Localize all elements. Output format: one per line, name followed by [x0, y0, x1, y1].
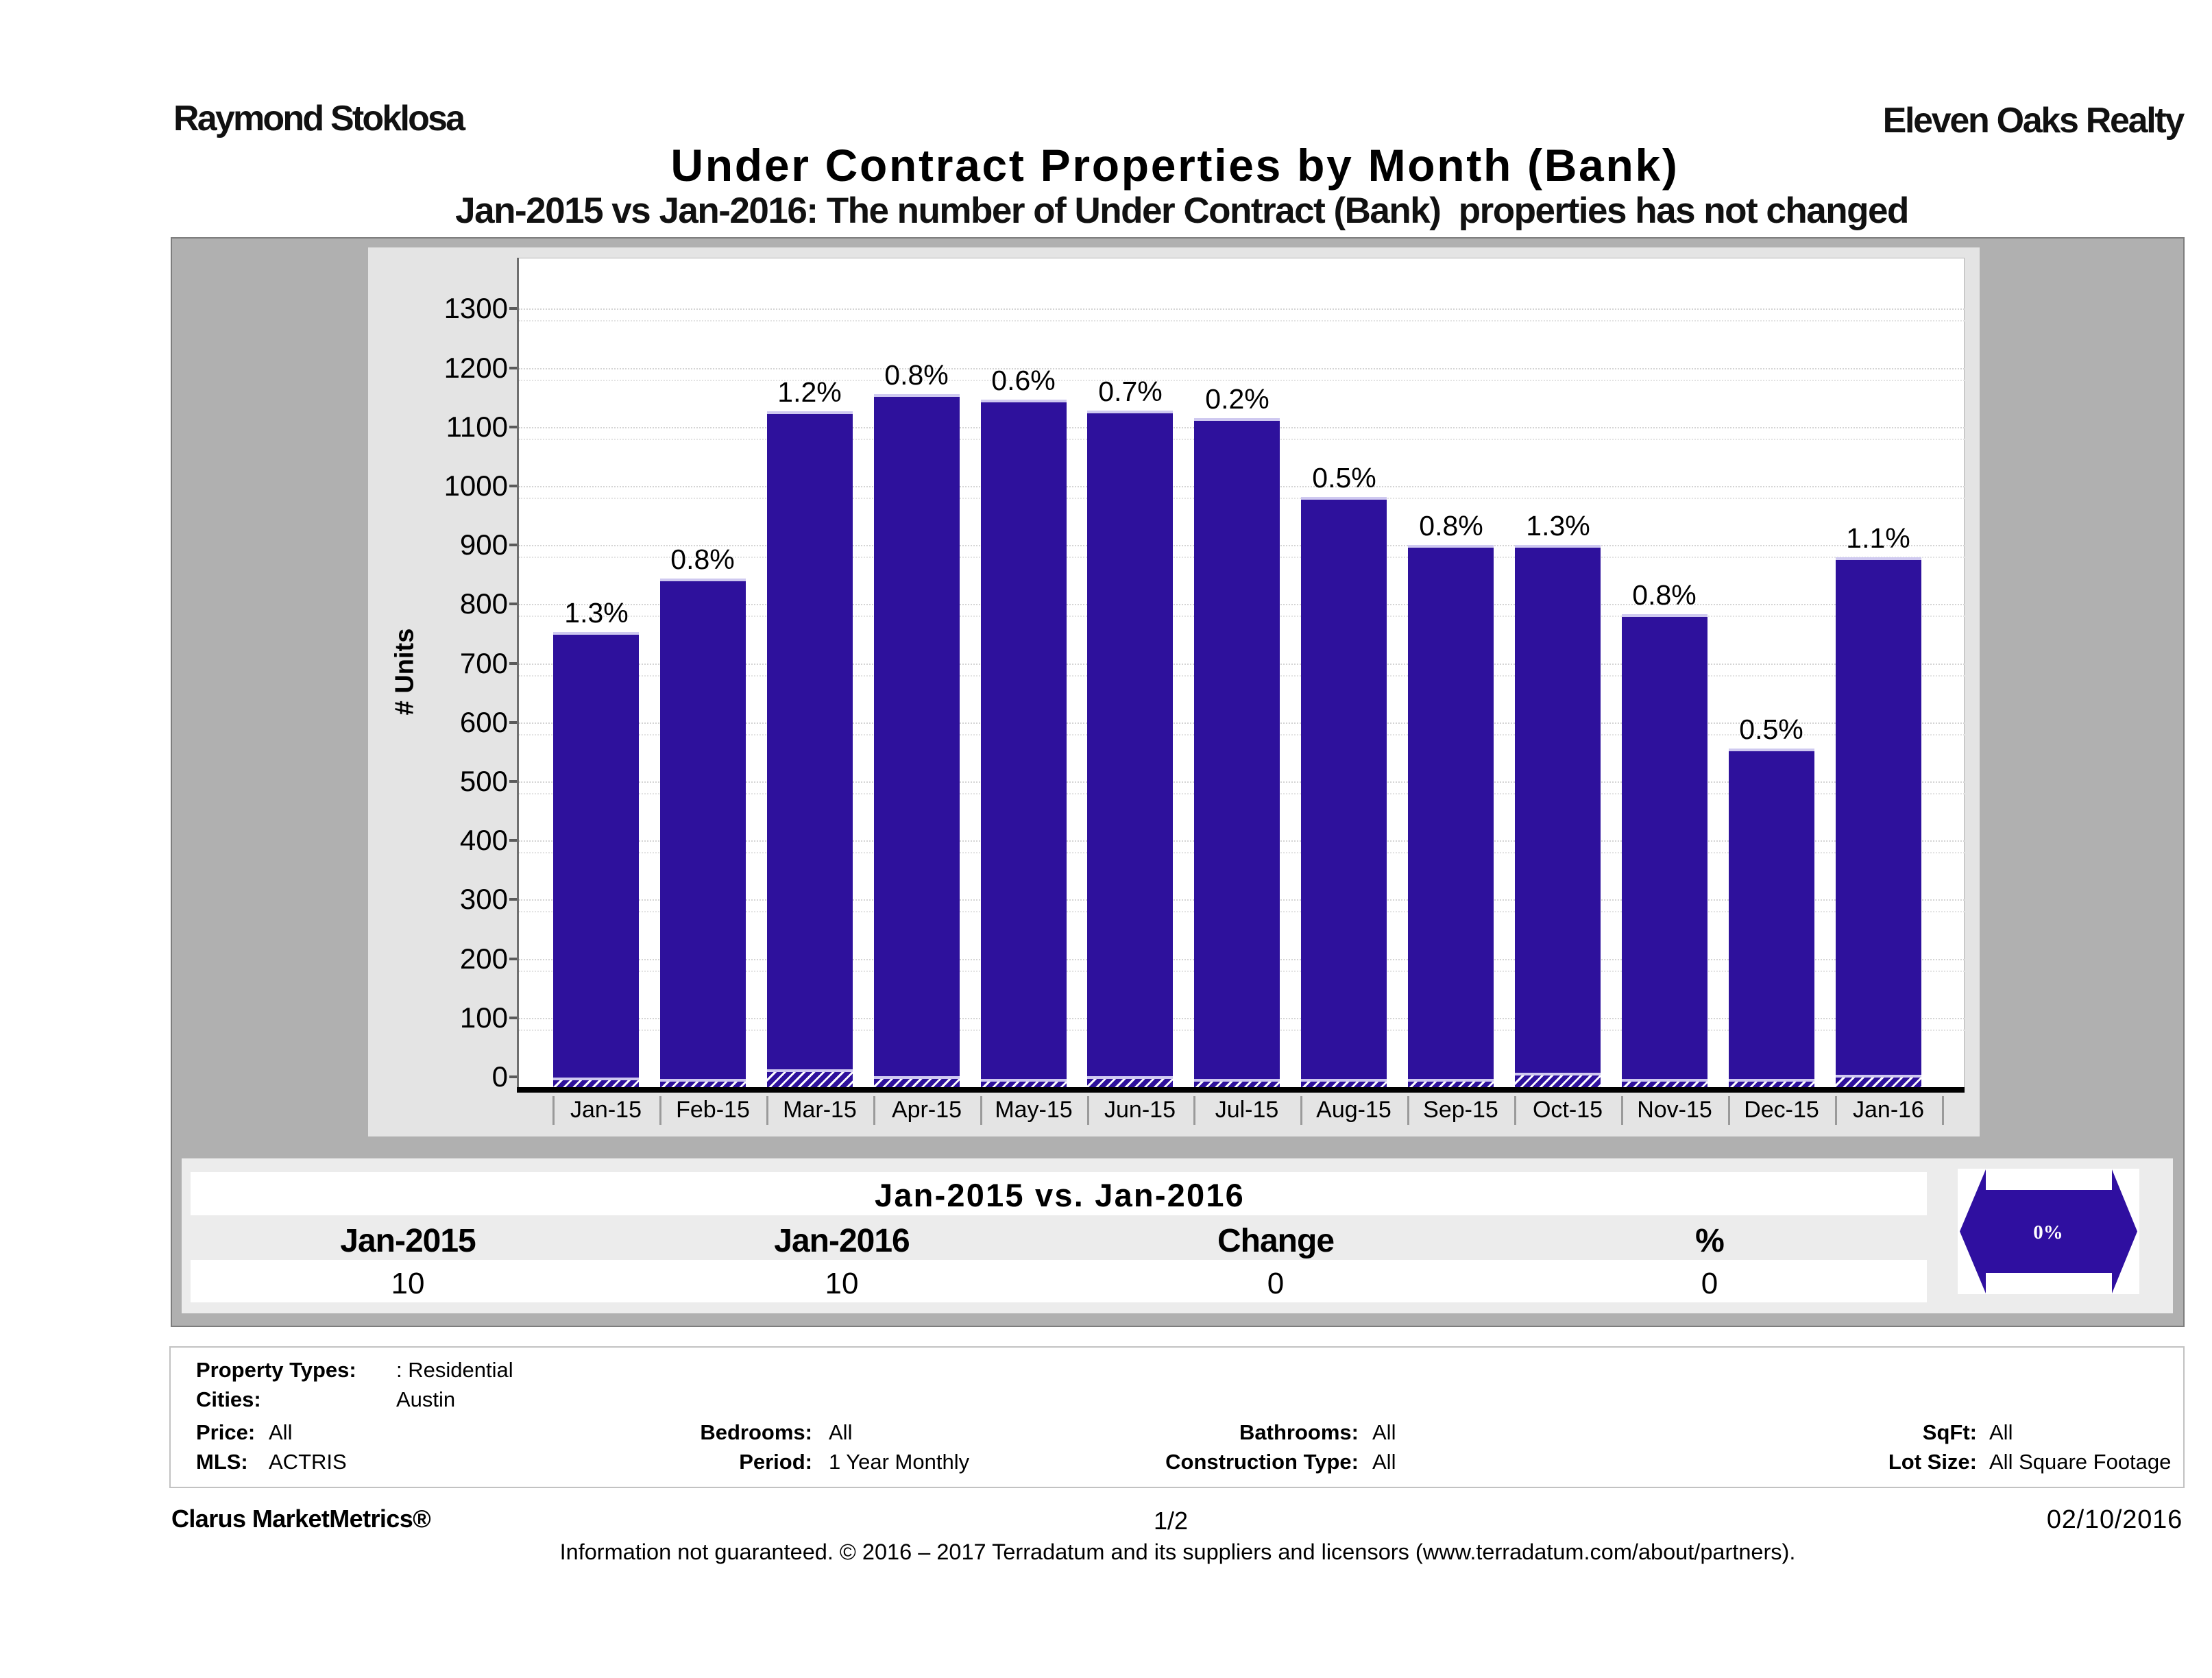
- svg-text:0%: 0%: [2033, 1221, 2063, 1243]
